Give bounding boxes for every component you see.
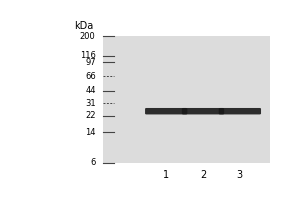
FancyBboxPatch shape [219, 108, 261, 114]
Text: 3: 3 [237, 170, 243, 180]
Bar [103, 36, 270, 163]
Text: 1: 1 [163, 170, 169, 180]
Text: 31: 31 [85, 99, 96, 108]
Text: 22: 22 [85, 111, 96, 120]
FancyBboxPatch shape [182, 108, 224, 114]
Text: 14: 14 [85, 128, 96, 137]
Text: 2: 2 [200, 170, 206, 180]
Text: 6: 6 [90, 158, 96, 167]
Text: 66: 66 [85, 72, 96, 81]
Text: 44: 44 [85, 86, 96, 95]
Text: kDa: kDa [74, 21, 93, 31]
Text: 200: 200 [80, 32, 96, 41]
FancyBboxPatch shape [145, 108, 188, 114]
Text: 116: 116 [80, 51, 96, 60]
Text: 97: 97 [85, 58, 96, 67]
